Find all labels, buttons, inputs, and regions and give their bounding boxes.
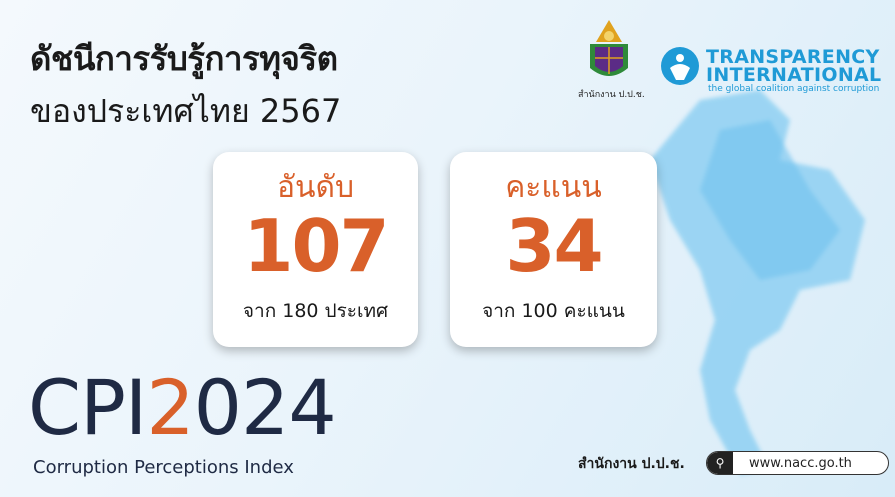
transparency-international-logo: TRANSPARENCY INTERNATIONAL the global coa… [660,46,882,94]
rank-value: 107 [243,204,389,288]
cpi-subtitle: Corruption Perceptions Index [33,457,294,478]
nacc-caption: สำนักงาน ป.ป.ช. [578,90,645,100]
cpi-year-accent: 2 [146,363,194,452]
ti-name-1: TRANSPARENCY [706,46,880,68]
rank-label: อันดับ [276,170,355,205]
score-sub: จาก 100 คะแนน [482,300,625,322]
website-url[interactable]: www.nacc.go.th [749,455,852,471]
thailand-map-graphic [650,90,865,475]
cpi-year-rest: 024 [193,363,337,452]
cpi-logo: CPI2024 [28,368,337,448]
cpi-prefix: CPI [28,363,147,452]
title-line-1: ดัชนีการรับรู้การทุจริต [30,39,338,78]
rank-sub: จาก 180 ประเทศ [242,300,389,322]
nacc-seal-logo [590,20,628,76]
score-card: คะแนน 34 จาก 100 คะแนน [450,152,657,347]
score-label: คะแนน [505,170,602,205]
ti-globe-icon [661,47,699,85]
ti-name-2: INTERNATIONAL [706,64,882,86]
rank-card: อันดับ 107 จาก 180 ประเทศ [213,152,418,347]
footer-org: สำนักงาน ป.ป.ช. [578,456,685,472]
ti-tagline: the global coalition against corruption [708,84,880,94]
title-line-2: ของประเทศไทย 2567 [30,92,342,130]
website-search-bar[interactable]: ⚲ www.nacc.go.th [706,451,889,475]
search-icon: ⚲ [707,452,733,474]
score-value: 34 [505,204,603,288]
